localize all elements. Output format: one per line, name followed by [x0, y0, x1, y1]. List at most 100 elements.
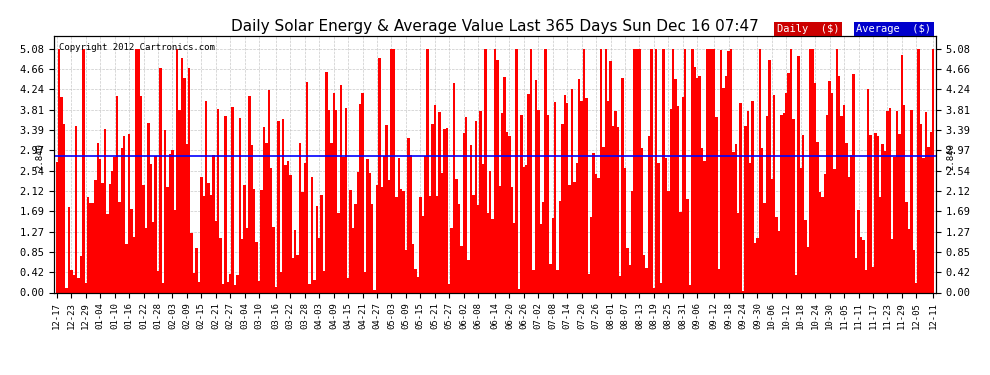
Bar [831, 93, 834, 292]
Bar [260, 190, 262, 292]
Bar [133, 237, 135, 292]
Bar [927, 147, 930, 292]
Bar [267, 90, 270, 292]
Bar [193, 273, 195, 292]
Bar [740, 104, 742, 292]
Bar [913, 250, 915, 292]
Bar [573, 182, 575, 292]
Bar [645, 268, 647, 292]
Bar [544, 49, 546, 292]
Bar [925, 112, 927, 292]
Bar [121, 148, 123, 292]
Bar [346, 278, 349, 292]
Bar [494, 49, 496, 292]
Bar [857, 210, 859, 292]
Bar [253, 189, 255, 292]
Title: Daily Solar Energy & Average Value Last 365 Days Sun Dec 16 07:47: Daily Solar Energy & Average Value Last … [231, 20, 759, 34]
Bar [876, 136, 879, 292]
Bar [624, 168, 627, 292]
Bar [270, 168, 272, 292]
Bar [746, 111, 749, 292]
Bar [558, 201, 561, 292]
Bar [728, 51, 730, 292]
Bar [296, 255, 299, 292]
Bar [151, 222, 154, 292]
Bar [140, 96, 143, 292]
Bar [566, 103, 568, 292]
Bar [173, 210, 176, 292]
Bar [126, 244, 128, 292]
Bar [176, 49, 178, 292]
Bar [523, 167, 525, 292]
Bar [215, 221, 217, 292]
Bar [612, 126, 614, 292]
Bar [340, 85, 343, 292]
Bar [118, 202, 121, 292]
Bar [186, 144, 188, 292]
Bar [169, 154, 171, 292]
Bar [311, 177, 313, 292]
Bar [698, 76, 701, 292]
Bar [405, 250, 407, 292]
Bar [63, 124, 65, 292]
Bar [551, 217, 554, 292]
Bar [181, 58, 183, 292]
Bar [906, 202, 908, 292]
Bar [282, 119, 284, 292]
Bar [376, 184, 378, 292]
Bar [662, 49, 664, 292]
Bar [338, 213, 340, 292]
Bar [422, 216, 424, 292]
Bar [366, 159, 368, 292]
Bar [893, 157, 896, 292]
Bar [446, 128, 448, 292]
Bar [434, 105, 436, 292]
Bar [652, 288, 655, 292]
Bar [814, 83, 817, 292]
Bar [279, 272, 282, 292]
Bar [82, 49, 84, 292]
Bar [462, 133, 465, 292]
Bar [373, 290, 376, 292]
Bar [896, 111, 898, 292]
Bar [634, 49, 636, 292]
Bar [212, 155, 215, 292]
Bar [795, 275, 797, 292]
Text: Copyright 2012 Cartronics.com: Copyright 2012 Cartronics.com [58, 44, 215, 52]
Bar [538, 110, 540, 292]
Bar [313, 280, 316, 292]
Bar [457, 204, 460, 292]
Bar [930, 132, 932, 292]
Bar [744, 126, 746, 292]
Bar [217, 109, 220, 292]
Bar [802, 135, 804, 292]
Bar [190, 233, 193, 292]
Bar [783, 113, 785, 292]
Bar [730, 49, 733, 292]
Bar [758, 49, 761, 292]
Bar [178, 110, 181, 292]
Bar [775, 217, 778, 292]
Bar [205, 101, 207, 292]
Bar [472, 195, 474, 292]
Bar [819, 192, 821, 292]
Bar [672, 49, 674, 292]
Bar [70, 270, 72, 292]
Bar [506, 132, 508, 292]
Bar [333, 93, 335, 292]
Bar [631, 191, 634, 292]
Bar [239, 118, 241, 292]
Bar [164, 130, 166, 292]
Bar [371, 204, 373, 292]
Bar [807, 247, 809, 292]
Bar [67, 207, 70, 292]
Bar [720, 50, 723, 292]
Bar [521, 115, 523, 292]
Bar [227, 282, 229, 292]
Bar [477, 205, 479, 292]
Bar [359, 104, 361, 292]
Bar [171, 150, 173, 292]
Bar [207, 183, 210, 292]
Bar [469, 145, 472, 292]
Bar [484, 49, 486, 292]
